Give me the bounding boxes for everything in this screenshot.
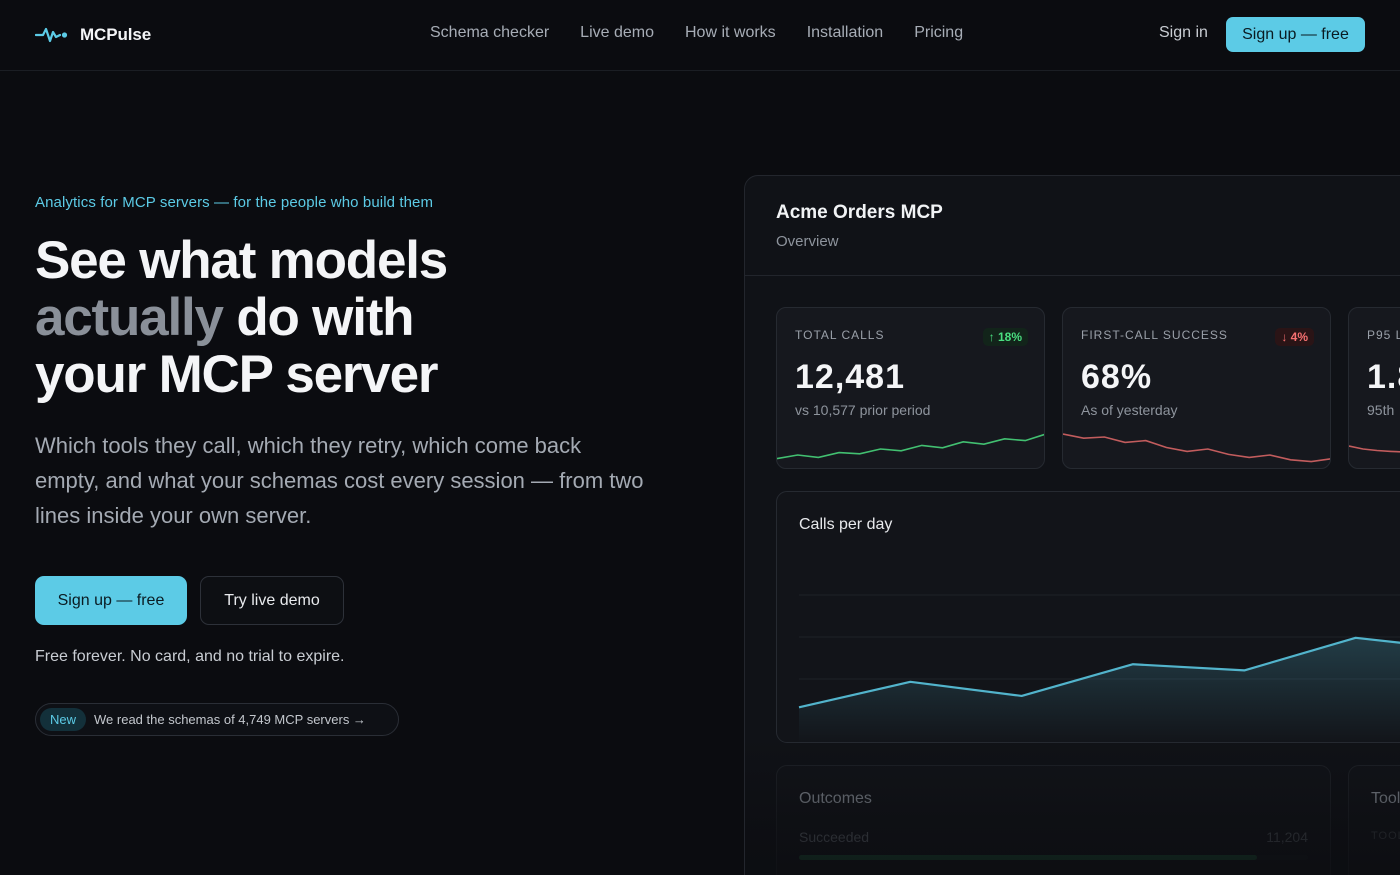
top-navigation: MCPulse Schema checker Live demo How it … bbox=[0, 0, 1400, 71]
sparkline-p95-latency bbox=[1349, 445, 1400, 453]
kpi-comparison: vs 10,577 prior period bbox=[795, 402, 931, 418]
headline-line-2: do with bbox=[236, 288, 414, 347]
calls-area-fill bbox=[799, 637, 1400, 742]
calls-per-day-card: Calls per day bbox=[776, 491, 1400, 743]
hero-description: Which tools they call, which they retry,… bbox=[35, 433, 644, 528]
nav-link-how-it-works[interactable]: How it works bbox=[685, 24, 776, 41]
kpi-card-total-calls: TOTAL CALLS ↑ 18% 12,481 vs 10,577 prior… bbox=[776, 307, 1045, 469]
headline-emphasis: actually bbox=[35, 288, 224, 347]
sign-up-button[interactable]: Sign up — free bbox=[35, 576, 187, 625]
kpi-comparison: As of yesterday bbox=[1081, 402, 1178, 418]
try-live-demo-button[interactable]: Try live demo bbox=[200, 576, 344, 625]
sparkline-path bbox=[777, 433, 1044, 460]
calls-line-series bbox=[798, 636, 1400, 709]
sign-up-button-header[interactable]: Sign up — free bbox=[1226, 17, 1365, 52]
kpi-card-first-call-success: FIRST-CALL SUCCESS ↓ 4% 68% As of yester… bbox=[1062, 307, 1331, 469]
main-nav: Schema checker Live demo How it works In… bbox=[430, 24, 963, 42]
chart-title: Calls per day bbox=[799, 516, 893, 533]
brand[interactable]: MCPulse bbox=[35, 22, 151, 48]
tools-column-header: TOOL bbox=[1371, 830, 1400, 842]
nav-link-live-demo[interactable]: Live demo bbox=[580, 24, 654, 41]
hero-eyebrow: Analytics for MCP servers — for the peop… bbox=[35, 194, 434, 211]
kpi-value: 1.8 bbox=[1367, 358, 1400, 396]
dashboard-title: Acme Orders MCP bbox=[776, 202, 943, 223]
outcomes-title: Outcomes bbox=[799, 790, 872, 807]
outcome-label: Succeeded bbox=[799, 829, 870, 845]
kpi-comparison: 95th bbox=[1367, 402, 1395, 418]
pricing-note: Free forever. No card, and no trial to e… bbox=[35, 648, 345, 665]
kpi-delta-badge: ↑ 18% bbox=[982, 328, 1028, 346]
sparkline-first-call-success bbox=[1063, 433, 1330, 463]
nav-link-installation[interactable]: Installation bbox=[806, 24, 884, 41]
announcement-pill[interactable]: New We read the schemas of 4,749 MCP ser… bbox=[35, 703, 399, 736]
nav-link-schema-checker[interactable]: Schema checker bbox=[430, 24, 550, 41]
calls-per-day-chart bbox=[798, 594, 1400, 742]
announcement-text: We read the schemas of 4,749 MCP servers… bbox=[94, 712, 366, 727]
brand-name: MCPulse bbox=[80, 25, 152, 44]
sign-in-link[interactable]: Sign in bbox=[1159, 24, 1208, 41]
headline-line-3: your MCP server bbox=[35, 345, 438, 404]
kpi-value: 12,481 bbox=[795, 358, 905, 396]
sparkline-path bbox=[1063, 433, 1330, 463]
outcome-count: 11,204 bbox=[1266, 829, 1308, 845]
kpi-value: 68% bbox=[1081, 358, 1153, 396]
headline-line-1: See what models bbox=[35, 231, 448, 290]
dashboard-header: Acme Orders MCP Overview bbox=[745, 176, 1400, 276]
tools-card: Tool TOOL bbox=[1348, 765, 1400, 875]
outcome-bar-fill bbox=[799, 855, 1258, 860]
kpi-card-p95-latency: P95 L 1.8 95th bbox=[1348, 307, 1400, 469]
kpi-label: FIRST-CALL SUCCESS bbox=[1081, 328, 1228, 342]
kpi-label: P95 L bbox=[1367, 328, 1400, 342]
outcomes-card: Outcomes Succeeded 11,204 bbox=[776, 765, 1331, 875]
nav-link-pricing[interactable]: Pricing bbox=[914, 24, 964, 41]
sparkline-path bbox=[1349, 445, 1400, 453]
pulse-wave-icon bbox=[35, 27, 68, 43]
tools-title: Tool bbox=[1371, 790, 1400, 807]
kpi-delta-badge: ↓ 4% bbox=[1275, 328, 1314, 346]
outcome-bar-track bbox=[799, 855, 1308, 860]
dashboard-subtitle: Overview bbox=[776, 233, 839, 250]
sparkline-total-calls bbox=[777, 433, 1044, 460]
dashboard-preview: Acme Orders MCP Overview TOTAL CALLS ↑ 1… bbox=[744, 175, 1400, 875]
hero-headline: See what models actually do with your MC… bbox=[35, 232, 675, 403]
kpi-label: TOTAL CALLS bbox=[795, 328, 885, 342]
new-badge: New bbox=[40, 708, 87, 731]
